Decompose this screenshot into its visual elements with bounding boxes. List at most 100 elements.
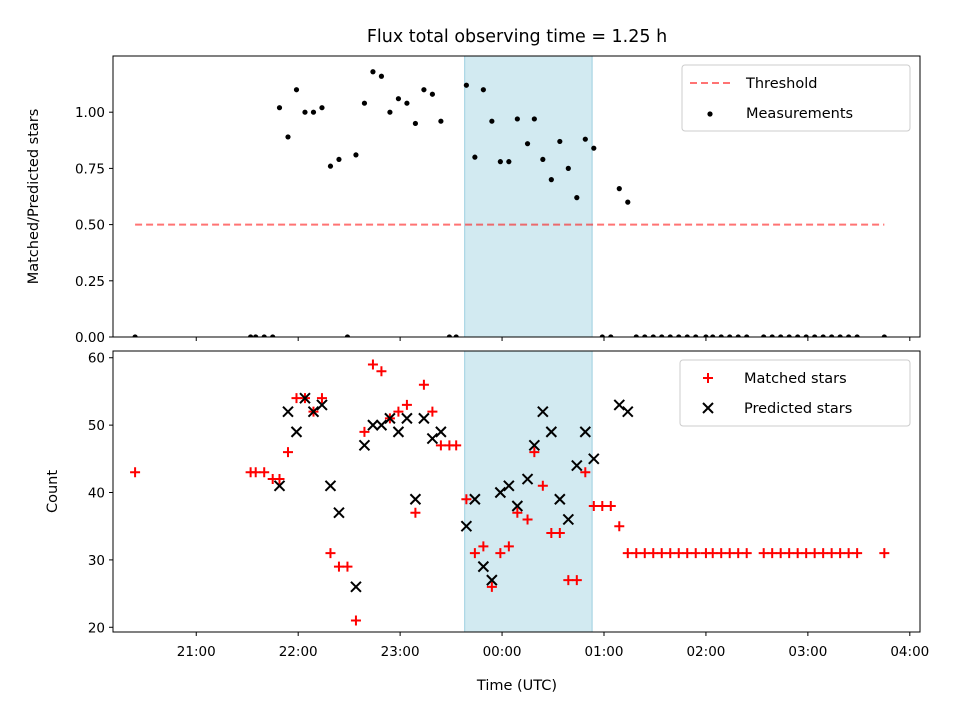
measurement-point [676, 334, 682, 337]
matched-star-marker [282, 447, 293, 458]
measurement-point [650, 334, 656, 337]
measurement-point [735, 334, 741, 337]
x-axis-title: Time (UTC) [476, 678, 557, 694]
chart-title: Flux total observing time = 1.25 h [367, 27, 667, 47]
measurement-point [421, 87, 427, 93]
y-tick-label: 30 [88, 553, 105, 569]
legend-label: Matched stars [744, 371, 847, 387]
measurement-point [837, 334, 843, 337]
measurement-point [253, 334, 259, 337]
matched-star-marker [767, 548, 778, 559]
measurement-point [642, 334, 648, 337]
predicted-star-marker [469, 493, 481, 505]
legend-frame [681, 64, 911, 132]
measurement-point [446, 334, 452, 337]
predicted-star-marker [392, 426, 405, 438]
matched-star-marker [758, 548, 769, 559]
legend-measurement-swatch [707, 111, 713, 117]
predicted-star-marker [435, 426, 447, 438]
measurement-point [336, 156, 342, 163]
measurement-point [489, 118, 495, 124]
matched-star-marker [537, 480, 548, 491]
measurement-point [727, 334, 733, 337]
panel-2: 20 30 40 50 60 21:00 22:00 23:00 00:00 01:00 02:00… [45, 350, 929, 660]
measurement-point [310, 109, 317, 115]
matched-star-marker [648, 548, 659, 559]
measurement-point [463, 82, 469, 88]
matched-star-marker [130, 467, 141, 478]
predicted-star-marker [588, 453, 600, 465]
measurement-point [846, 334, 852, 337]
measurement-point [453, 334, 459, 337]
measurement-point [557, 138, 563, 145]
matched-star-marker [522, 514, 533, 525]
matched-star-marker [818, 548, 829, 559]
measurement-point [378, 73, 385, 79]
matched-star-marker [801, 548, 812, 559]
y-tick-label: 60 [88, 351, 105, 367]
matched-star-marker [376, 366, 387, 377]
measurement-point [761, 334, 767, 337]
matched-star-marker [291, 393, 302, 404]
measurement-point [616, 186, 622, 192]
legend-matched-swatch [703, 373, 713, 383]
predicted-star-marker [358, 439, 371, 452]
measurement-point [353, 152, 359, 158]
matched-star-marker [325, 548, 336, 559]
measurement-point [744, 334, 750, 337]
measurement-point [693, 334, 699, 337]
measurement-point [778, 334, 784, 337]
panels: 0.00 0.25 0.50 0.75 1.00 Matched/Predicted st… [26, 55, 929, 660]
matched-star-marker [792, 548, 803, 559]
measurement-point [276, 105, 283, 111]
measurement-point [248, 334, 254, 337]
y-axis-title: Matched/Predicted stars [26, 109, 42, 285]
matched-star-marker [250, 467, 261, 478]
predicted-star-marker [521, 473, 534, 485]
measurement-point [565, 165, 571, 171]
panel-frame [112, 350, 921, 633]
measurement-point [812, 334, 818, 337]
measurement-point [472, 154, 478, 160]
measurement-point [540, 156, 546, 163]
y-tick-label: 50 [88, 418, 105, 434]
predicted-star-marker [537, 405, 549, 418]
measurement-point [703, 334, 709, 337]
y-tick-label: 0.75 [75, 161, 105, 177]
measurement-point [506, 159, 512, 165]
x-tick-label: 01:00 [585, 644, 624, 660]
matched-star-marker [622, 548, 633, 559]
observing-window-span [464, 55, 593, 338]
measurement-point [270, 334, 276, 337]
predicted-star-marker [324, 480, 337, 492]
x-tick-label: 22:00 [279, 644, 318, 660]
predicted-star-marker [554, 493, 566, 505]
x-tick-label: 23:00 [381, 644, 420, 660]
measurement-point [659, 334, 665, 337]
matched-star-marker [571, 575, 582, 586]
matched-star-marker [826, 548, 837, 559]
predicted-star-marker [401, 412, 413, 425]
x-tick-label: 02:00 [686, 644, 725, 660]
measurement-point [327, 163, 334, 169]
predicted-star-marker [409, 493, 422, 505]
matched-star-marker [274, 474, 285, 485]
predicted-star-marker [545, 426, 558, 438]
predicted-star-marker [477, 560, 490, 573]
legend: Threshold Measurements [681, 64, 911, 132]
matched-star-marker [682, 548, 693, 559]
predicted-star-marker [486, 574, 498, 586]
matched-star-marker [342, 561, 353, 572]
measurement-point [514, 116, 520, 122]
predicted-star-marker [367, 419, 379, 431]
matched-star-marker [529, 447, 540, 458]
legend-label: Measurements [746, 106, 853, 122]
matched-star-marker [495, 548, 506, 559]
predicted-star-marker [299, 392, 311, 404]
y-tick-label: 40 [88, 486, 105, 502]
matched-star-marker [656, 548, 667, 559]
matched-star-marker [733, 548, 744, 559]
matched-star-marker [367, 359, 378, 370]
matched-star-marker [716, 548, 727, 559]
measurement-point [285, 134, 291, 140]
